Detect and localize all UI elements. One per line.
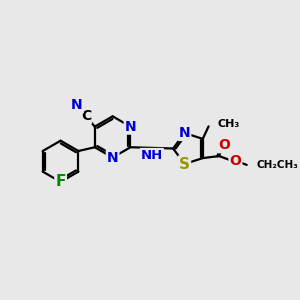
Text: S: S (179, 157, 190, 172)
Text: CH₃: CH₃ (218, 119, 240, 129)
Text: N: N (107, 151, 118, 164)
Text: F: F (56, 174, 66, 189)
Text: O: O (218, 138, 230, 152)
Text: CH₂CH₃: CH₂CH₃ (256, 160, 298, 170)
Text: N: N (71, 98, 83, 112)
Text: N: N (124, 120, 136, 134)
Text: O: O (230, 154, 242, 168)
Text: NH: NH (141, 149, 163, 162)
Text: C: C (81, 109, 91, 123)
Text: N: N (179, 126, 190, 140)
